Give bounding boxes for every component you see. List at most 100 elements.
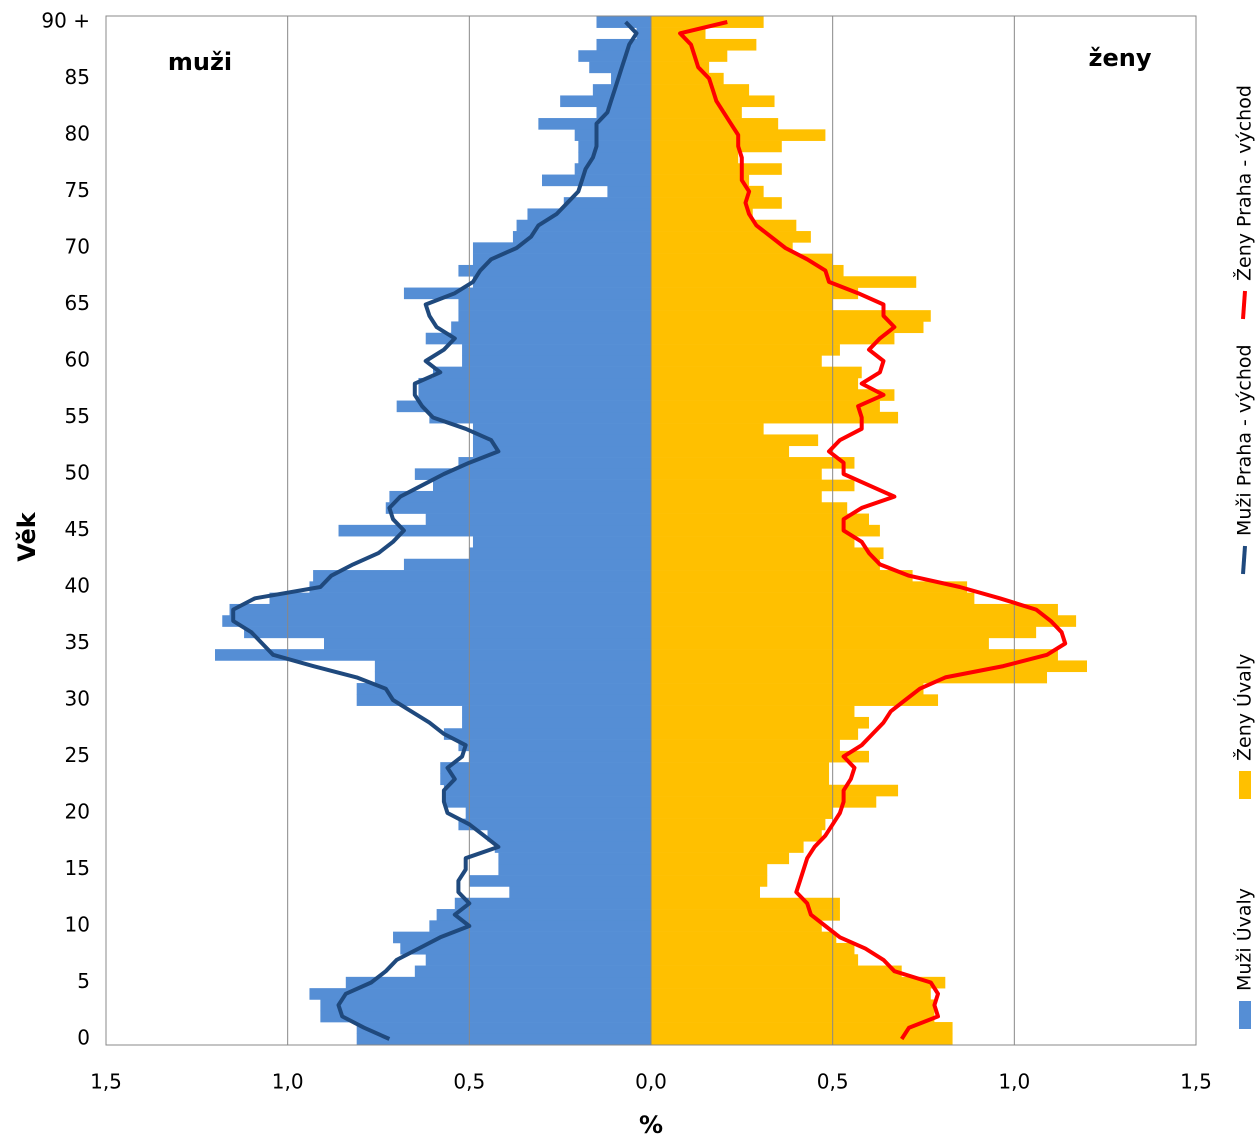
y-tick-label: 0 bbox=[77, 1026, 90, 1050]
bar bbox=[651, 513, 869, 526]
y-tick-label: 25 bbox=[65, 743, 90, 767]
bar bbox=[487, 829, 651, 842]
bar bbox=[651, 728, 859, 740]
bar bbox=[472, 276, 651, 288]
y-axis-label: Věk bbox=[13, 511, 41, 562]
y-tick-label: 15 bbox=[65, 856, 90, 880]
bar bbox=[636, 27, 651, 40]
bar bbox=[596, 16, 651, 28]
bar bbox=[651, 468, 822, 480]
bar bbox=[651, 626, 1037, 639]
bar bbox=[651, 649, 1058, 661]
bar bbox=[651, 547, 884, 560]
x-tick-label: 0,0 bbox=[635, 1070, 667, 1094]
bar bbox=[651, 434, 819, 447]
bar bbox=[462, 716, 651, 729]
x-tick-label: 1,0 bbox=[272, 1070, 304, 1094]
line bbox=[231, 20, 639, 1041]
bar bbox=[563, 197, 651, 209]
bar bbox=[651, 570, 913, 582]
bar bbox=[324, 637, 651, 650]
bar bbox=[611, 72, 651, 85]
bar bbox=[651, 954, 859, 966]
bar bbox=[651, 298, 833, 311]
bar bbox=[651, 174, 750, 187]
bar bbox=[651, 784, 899, 797]
bar bbox=[651, 683, 924, 695]
bar bbox=[651, 366, 862, 379]
bar bbox=[651, 61, 710, 74]
legend-label: Ženy Praha - východ bbox=[1233, 85, 1256, 281]
bar bbox=[458, 457, 651, 469]
bar bbox=[651, 310, 931, 322]
bar bbox=[472, 423, 651, 435]
bar bbox=[462, 344, 651, 356]
bar bbox=[651, 716, 869, 729]
y-tick-label: 90 + bbox=[41, 9, 90, 33]
line bbox=[678, 20, 1068, 1041]
bar bbox=[651, 151, 739, 164]
bar bbox=[651, 287, 859, 300]
bar bbox=[651, 185, 764, 198]
bar bbox=[433, 479, 651, 492]
bar bbox=[651, 536, 855, 548]
bar bbox=[527, 208, 651, 221]
bar bbox=[651, 705, 855, 718]
legend-swatch bbox=[1241, 545, 1247, 575]
bar bbox=[651, 829, 822, 842]
bar bbox=[607, 185, 651, 198]
bar bbox=[469, 547, 651, 560]
bar bbox=[356, 1022, 651, 1034]
bar bbox=[440, 762, 651, 774]
bar bbox=[458, 264, 651, 277]
bar bbox=[440, 773, 651, 786]
bar bbox=[651, 739, 840, 752]
legend-swatch bbox=[1241, 290, 1247, 320]
bar bbox=[469, 875, 651, 887]
bar bbox=[313, 570, 651, 582]
bar bbox=[469, 750, 651, 763]
y-tick-label: 30 bbox=[65, 687, 90, 711]
x-tick-label: 1,5 bbox=[1180, 1070, 1212, 1094]
bar bbox=[651, 863, 768, 876]
bar bbox=[651, 423, 764, 435]
bar bbox=[651, 920, 822, 932]
bar bbox=[458, 310, 651, 322]
bar bbox=[578, 140, 651, 153]
bar bbox=[472, 445, 651, 458]
bar bbox=[472, 536, 651, 548]
bar bbox=[396, 400, 651, 413]
bar bbox=[651, 875, 768, 887]
bar bbox=[651, 445, 790, 458]
bar bbox=[560, 95, 651, 108]
bar bbox=[651, 852, 790, 865]
bar bbox=[451, 321, 651, 334]
bar bbox=[385, 502, 651, 514]
bar bbox=[651, 72, 724, 85]
legend-label: Ženy Úvaly bbox=[1232, 654, 1256, 761]
bar bbox=[651, 965, 902, 978]
bar bbox=[338, 524, 651, 537]
bar bbox=[320, 999, 651, 1012]
bar bbox=[651, 355, 822, 367]
bar bbox=[512, 231, 651, 243]
legend-swatch bbox=[1239, 771, 1251, 799]
bar bbox=[651, 197, 782, 209]
bar bbox=[472, 253, 651, 266]
bar bbox=[651, 818, 826, 831]
bar bbox=[651, 1033, 953, 1045]
bar bbox=[651, 841, 804, 853]
bar bbox=[374, 660, 651, 673]
bar bbox=[393, 931, 651, 944]
bar bbox=[651, 219, 797, 232]
bar bbox=[309, 581, 651, 593]
y-tick-label: 60 bbox=[65, 348, 90, 372]
bar bbox=[418, 389, 651, 401]
bar bbox=[651, 242, 793, 254]
legend-label: Muži Praha - východ bbox=[1234, 344, 1256, 536]
bar bbox=[356, 1033, 651, 1045]
plot-border bbox=[105, 15, 1197, 1046]
bar bbox=[425, 332, 651, 345]
bar bbox=[403, 558, 651, 571]
bar bbox=[651, 400, 880, 413]
